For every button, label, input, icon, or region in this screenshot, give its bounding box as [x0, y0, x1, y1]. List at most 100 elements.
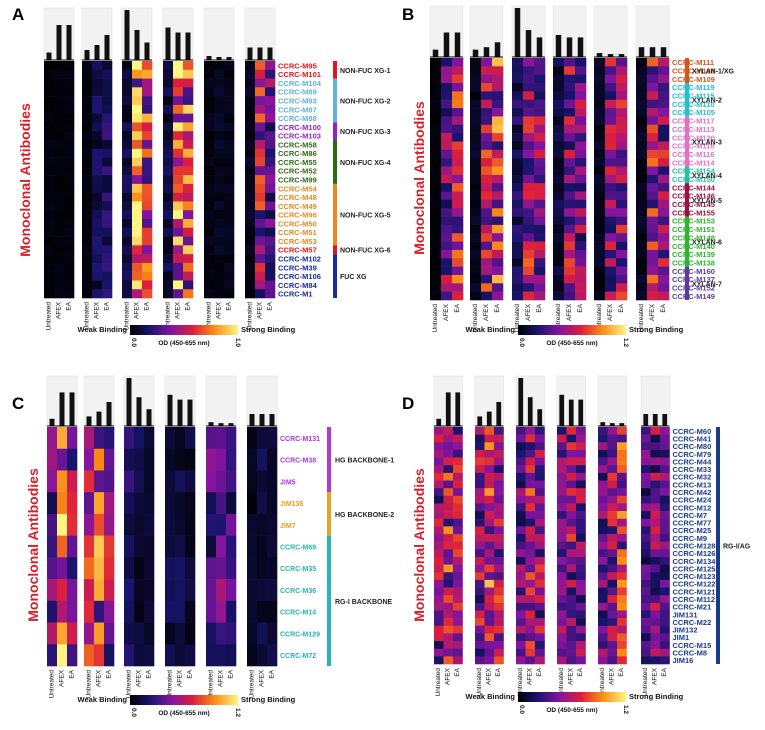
heatmap-cell — [658, 141, 670, 151]
heatmap-cell — [607, 602, 618, 611]
heatmap-cell — [647, 199, 659, 209]
colorbar-gradient — [518, 692, 626, 702]
heatmap-cell — [650, 610, 661, 619]
heatmap-cell — [535, 526, 545, 535]
heatmap-cell — [575, 99, 587, 109]
bar — [527, 397, 533, 426]
heatmap-cell — [64, 61, 75, 71]
heatmap-cell — [257, 470, 268, 493]
y-axis-label: Monoclonal Antibodies — [25, 468, 41, 622]
heatmap-cell — [494, 595, 504, 604]
heatmap-cell — [534, 191, 546, 201]
heatmap-cell — [453, 511, 463, 520]
strong-binding-label: Strong Binding — [629, 325, 684, 334]
heatmap-cell — [512, 58, 524, 67]
heatmap-cell — [564, 224, 576, 234]
heatmap-cell — [214, 254, 225, 264]
heatmap-cell — [216, 622, 227, 645]
heatmap-cell — [641, 648, 651, 657]
heatmap-cell — [104, 513, 115, 536]
heatmap-cell — [647, 74, 659, 84]
heatmap-cell — [647, 224, 659, 234]
antibody-label: CCRC-M110 — [672, 100, 715, 109]
heatmap-cell — [443, 534, 454, 542]
heatmap-cell — [636, 224, 648, 234]
heatmap-cell — [658, 58, 670, 67]
sample-group-2: Untreated AFEX EA — [469, 5, 504, 333]
heatmap-cell — [650, 641, 661, 650]
heatmap-cell — [94, 557, 105, 580]
heatmap-cell — [175, 470, 186, 493]
heatmap-cell — [124, 492, 135, 515]
heatmap-cell — [534, 283, 546, 292]
antibody-label: JIM16 — [673, 656, 694, 665]
heatmap-cell — [475, 427, 485, 435]
heatmap-cell — [660, 427, 670, 435]
heatmap-cell — [598, 495, 608, 504]
antibody-label: CCRC-M129 — [280, 631, 320, 638]
heatmap-cell — [92, 166, 103, 176]
heatmap-cell — [204, 192, 215, 202]
heatmap-cell — [214, 131, 225, 141]
heatmap-cell — [576, 579, 586, 588]
heatmap-cell — [492, 58, 504, 67]
heatmap-cell — [247, 513, 258, 536]
heatmap-cell — [54, 148, 65, 158]
heatmap-cell — [475, 572, 485, 581]
heatmap-cell — [82, 96, 93, 106]
colorbar-max: 1.2 — [234, 708, 241, 717]
heatmap-cell — [173, 201, 184, 211]
heatmap-cell — [142, 210, 153, 220]
heatmap-cell — [452, 183, 464, 192]
heatmap-cell — [443, 427, 454, 435]
heatmap-cell — [660, 648, 670, 657]
heatmap-cell — [534, 216, 546, 226]
heatmap-cell — [636, 133, 648, 142]
heatmap-cell — [443, 511, 454, 520]
heatmap-cell — [636, 291, 648, 301]
heatmap-cell — [54, 96, 65, 106]
heatmap-cell — [523, 291, 535, 301]
heatmap-cell — [255, 166, 266, 176]
heatmap-cell — [576, 602, 586, 611]
heatmap-cell — [82, 236, 93, 246]
heatmap-cell — [512, 233, 524, 242]
heatmap-cell — [607, 595, 618, 604]
sample-group-3: Untreated AFEX EA — [511, 5, 546, 333]
heatmap-cell — [616, 141, 628, 151]
heatmap-cell — [122, 289, 133, 299]
heatmap-cell — [566, 587, 577, 596]
heatmap-cell — [492, 116, 504, 126]
heatmap-cell — [641, 480, 651, 489]
heatmap-cell — [494, 488, 504, 497]
heatmap-cell — [516, 633, 526, 642]
heatmap-cell — [617, 541, 627, 550]
heatmap-cell — [255, 87, 266, 97]
heatmap-cell — [641, 534, 651, 542]
heatmap-cell — [224, 69, 235, 79]
heatmap-cell — [470, 249, 482, 259]
heatmap-cell — [102, 289, 113, 299]
heatmap-cell — [617, 503, 627, 512]
heatmap-cell — [255, 219, 266, 229]
heatmap-cell — [564, 199, 576, 209]
heatmap-cell — [224, 104, 235, 114]
heatmap-cell — [484, 480, 495, 489]
heatmap-cell — [660, 549, 670, 558]
heatmap-cell — [475, 618, 485, 627]
heatmap-cell — [658, 191, 670, 201]
heatmap-cell — [44, 227, 55, 237]
heatmap-cell — [557, 556, 567, 565]
heatmap-cell — [575, 58, 587, 67]
heatmap-cell — [616, 191, 628, 201]
heatmap-cell — [441, 74, 453, 84]
heatmap-cell — [434, 625, 444, 634]
heatmap-cell — [224, 131, 235, 141]
heatmap-cell — [605, 83, 617, 92]
treatment-label: Untreated — [46, 302, 53, 331]
heatmap-cell — [512, 174, 524, 184]
heatmap-cell — [660, 587, 670, 596]
heatmap-cell — [204, 271, 215, 281]
heatmap-cell — [481, 291, 493, 301]
heatmap-cell — [636, 191, 648, 201]
